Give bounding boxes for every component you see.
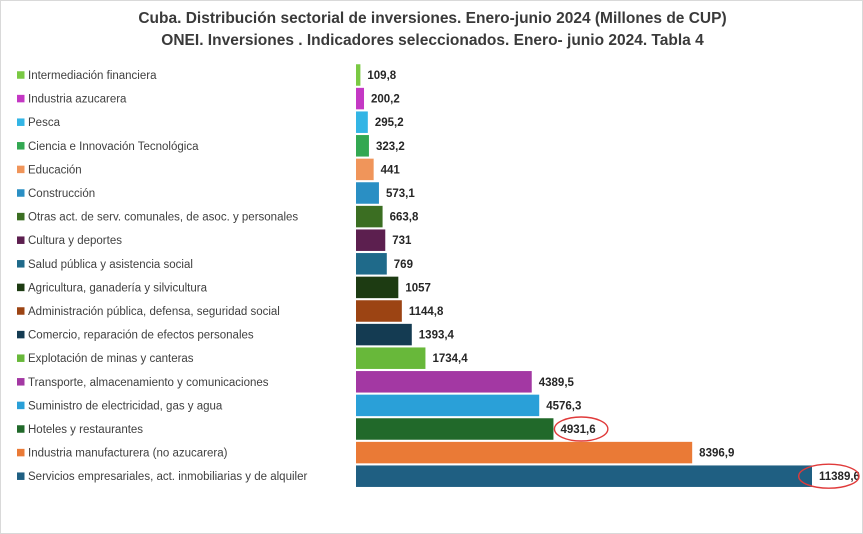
category-label: Otras act. de serv. comunales, de asoc. … bbox=[28, 212, 298, 224]
value-label: 441 bbox=[381, 164, 401, 176]
category-label: Administración pública, defensa, segurid… bbox=[28, 306, 280, 318]
value-label: 11389,6 bbox=[819, 471, 860, 483]
category-label: Construcción bbox=[28, 188, 95, 200]
bar bbox=[356, 135, 369, 157]
bar bbox=[356, 253, 387, 275]
highlight-circle bbox=[797, 463, 860, 489]
value-label: 8396,9 bbox=[699, 448, 734, 460]
category-label: Suministro de electricidad, gas y agua bbox=[28, 400, 223, 412]
value-label: 573,1 bbox=[386, 188, 415, 200]
bar bbox=[356, 87, 365, 110]
category-label: Explotación de minas y canteras bbox=[28, 353, 194, 365]
category-label: Servicios empresariales, act. inmobiliar… bbox=[28, 471, 307, 483]
bar bbox=[356, 300, 402, 322]
value-label: 4931,6 bbox=[560, 424, 595, 436]
category-label: Cultura y deportes bbox=[28, 235, 122, 247]
legend-swatch bbox=[17, 236, 25, 244]
value-label: 323,2 bbox=[376, 141, 405, 153]
legend-swatch bbox=[17, 472, 25, 480]
category-label: Comercio, reparación de efectos personal… bbox=[28, 330, 254, 342]
category-label: Salud pública y asistencia social bbox=[28, 259, 193, 271]
legend-swatch bbox=[17, 448, 25, 457]
bar bbox=[356, 441, 693, 464]
chart-subtitle: ONEI. Inversiones . Indicadores seleccio… bbox=[161, 32, 704, 49]
chart-title: Cuba. Distribución sectorial de inversio… bbox=[138, 10, 727, 27]
legend-swatch bbox=[17, 330, 25, 339]
category-label: Industria manufacturera (no azucarera) bbox=[28, 448, 228, 460]
bar bbox=[356, 465, 812, 487]
bar bbox=[356, 418, 554, 440]
bar bbox=[356, 371, 532, 393]
value-label: 1393,4 bbox=[419, 330, 455, 342]
value-label: 769 bbox=[394, 259, 413, 271]
bar bbox=[356, 205, 383, 228]
category-label: Transporte, almacenamiento y comunicacio… bbox=[28, 377, 269, 389]
category-label: Hoteles y restaurantes bbox=[28, 424, 143, 436]
legend-swatch bbox=[17, 401, 25, 410]
category-label: Ciencia e Innovación Tecnológica bbox=[28, 141, 199, 153]
bar bbox=[356, 158, 374, 181]
legend-swatch bbox=[17, 165, 25, 174]
legend-swatch bbox=[17, 354, 25, 362]
bar bbox=[356, 394, 540, 417]
legend-swatch bbox=[17, 378, 25, 386]
value-label: 663,8 bbox=[390, 212, 419, 224]
value-label: 109,8 bbox=[367, 70, 396, 82]
value-label: 200,2 bbox=[371, 94, 400, 106]
value-label: 295,2 bbox=[375, 117, 404, 129]
category-label: Pesca bbox=[28, 117, 61, 129]
legend-swatch bbox=[17, 425, 25, 433]
legend-swatch bbox=[17, 189, 25, 197]
legend-swatch bbox=[17, 283, 25, 292]
highlight-circle bbox=[553, 416, 609, 442]
value-label: 1057 bbox=[405, 282, 431, 294]
bar bbox=[356, 276, 399, 299]
legend-swatch bbox=[17, 212, 25, 221]
bar bbox=[356, 64, 361, 86]
bar bbox=[356, 182, 379, 204]
category-label: Educación bbox=[28, 164, 82, 176]
legend-swatch bbox=[17, 71, 25, 79]
bar bbox=[356, 323, 412, 346]
category-label: Agricultura, ganadería y silvicultura bbox=[28, 282, 208, 294]
value-label: 4389,5 bbox=[539, 377, 575, 389]
value-label: 1734,4 bbox=[432, 353, 468, 365]
legend-swatch bbox=[17, 118, 25, 126]
category-label: Intermediación financiera bbox=[28, 70, 157, 82]
value-label: 4576,3 bbox=[546, 400, 581, 412]
bar bbox=[356, 111, 368, 133]
bar bbox=[356, 229, 386, 251]
legend-swatch bbox=[17, 94, 25, 103]
value-label: 1144,8 bbox=[409, 306, 444, 318]
legend-swatch bbox=[17, 307, 25, 315]
value-label: 731 bbox=[392, 235, 412, 247]
category-label: Industria azucarera bbox=[28, 94, 127, 106]
legend-swatch bbox=[17, 260, 25, 268]
bar bbox=[356, 347, 426, 369]
legend-swatch bbox=[17, 142, 25, 150]
